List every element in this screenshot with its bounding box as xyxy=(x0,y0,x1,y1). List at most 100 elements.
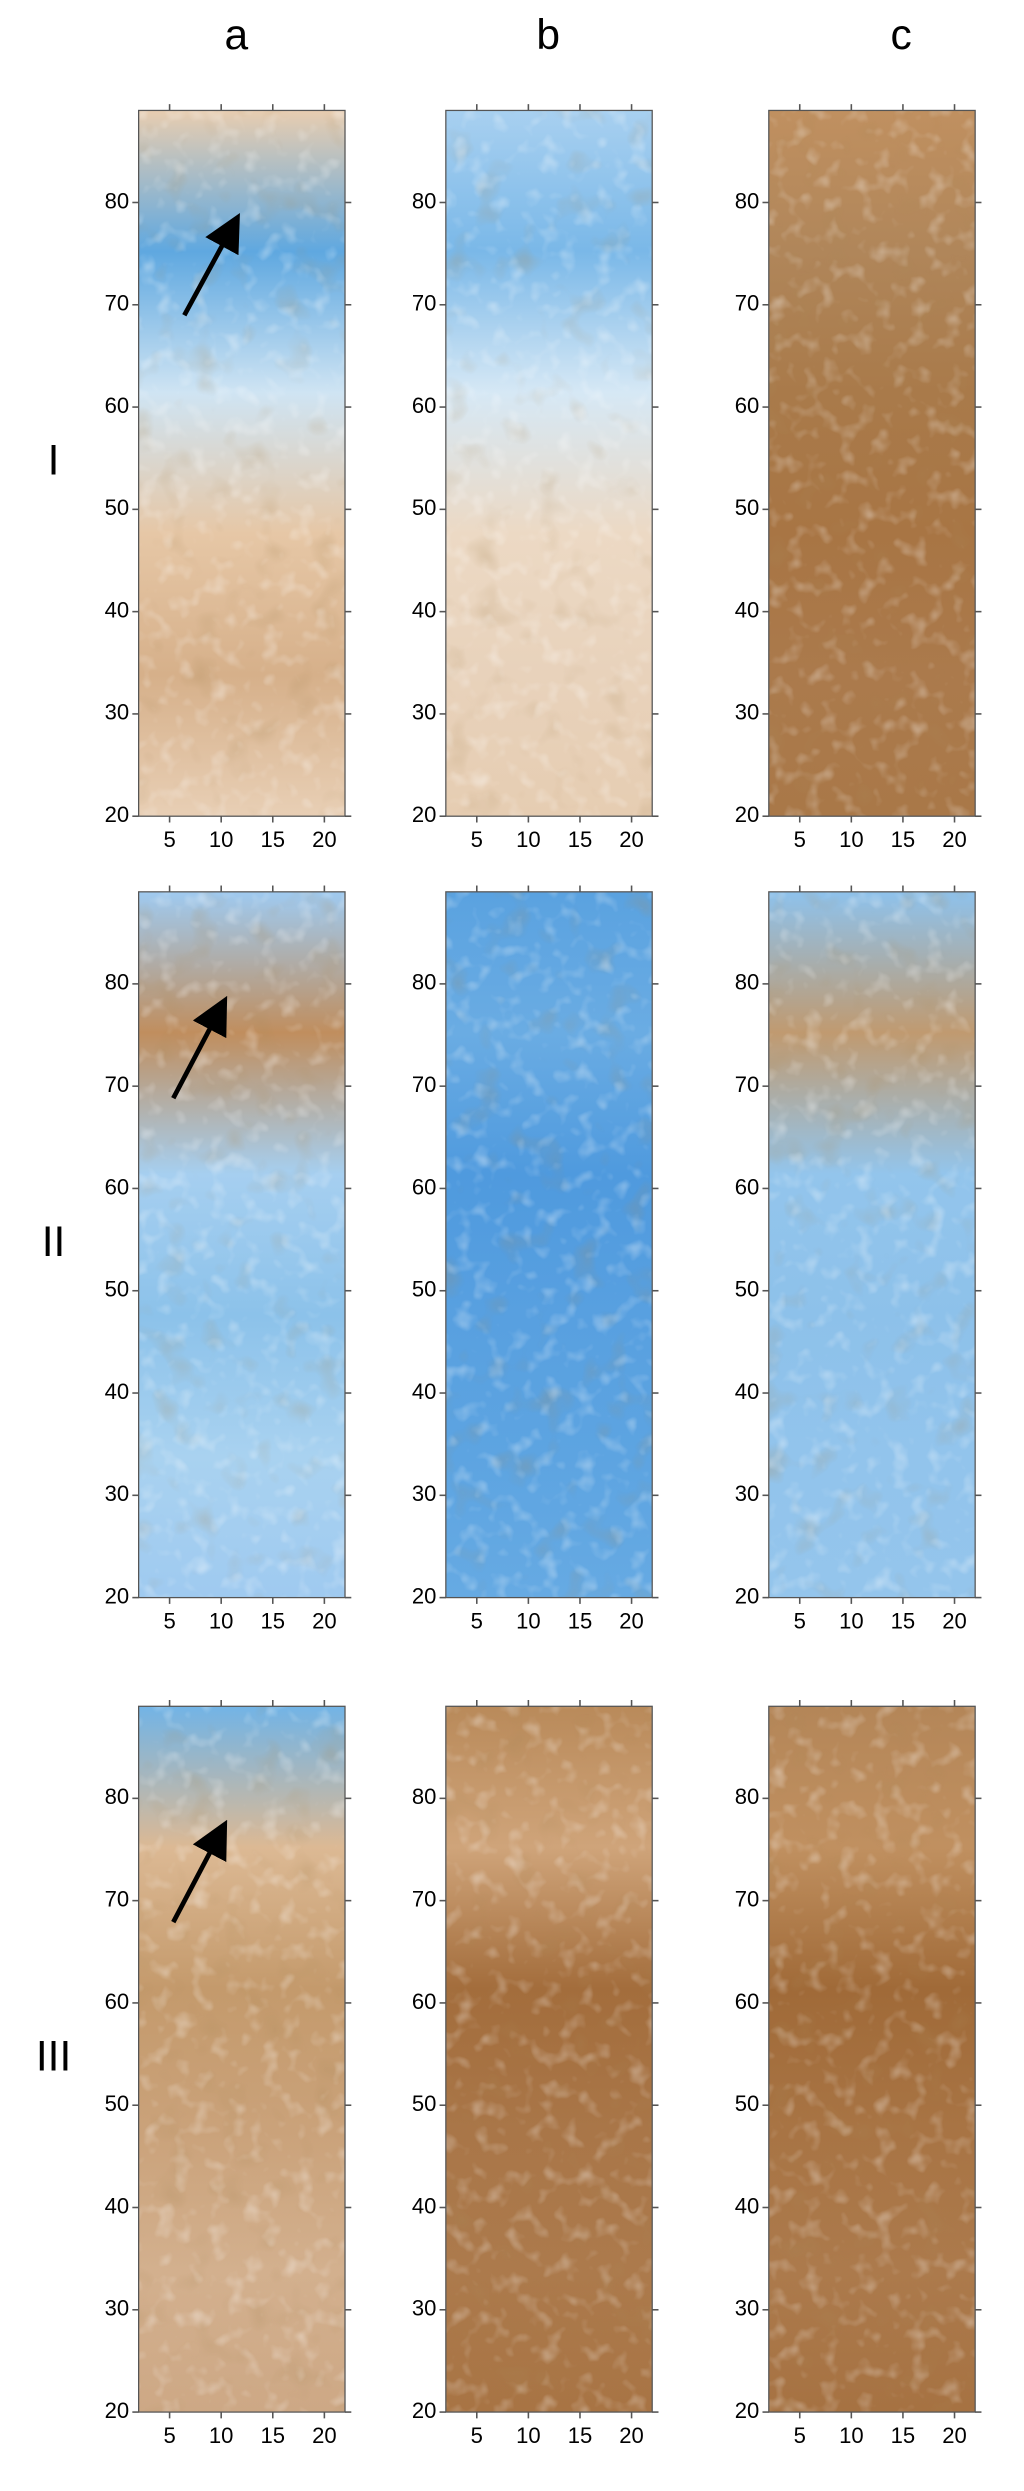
y-tick-label: 60 xyxy=(735,393,760,418)
y-tick-label: 40 xyxy=(735,2193,760,2218)
y-tick-label: 60 xyxy=(412,393,437,418)
heatmap-texture xyxy=(138,891,346,1598)
x-tick-label: 5 xyxy=(163,1609,175,1634)
y-tick-label: 50 xyxy=(735,1277,760,1302)
y-tick-label: 70 xyxy=(735,1072,760,1097)
heatmap-texture xyxy=(768,110,976,817)
panel: 20 30 40 50 60 70 80 5 10 15 20 xyxy=(735,885,982,1634)
y-tick-label: 30 xyxy=(412,1481,437,1506)
x-tick-label: 20 xyxy=(619,827,644,852)
y-tick-label: 40 xyxy=(412,2193,437,2218)
heatmap-texture xyxy=(445,891,653,1598)
y-tick-label: 20 xyxy=(412,1583,437,1608)
y-tick-label: 80 xyxy=(412,1784,437,1809)
y-tick-label: 50 xyxy=(735,2091,760,2116)
panel: 20 30 40 50 60 70 80 5 10 15 20 xyxy=(412,1699,659,2448)
x-tick-label: 10 xyxy=(209,1609,234,1634)
y-tick-label: 80 xyxy=(735,1784,760,1809)
row-label: III xyxy=(36,2032,71,2080)
heatmap-texture xyxy=(768,891,976,1598)
heatmap-texture xyxy=(445,1706,653,2413)
x-tick-label: 20 xyxy=(619,2423,644,2448)
panels: 20 30 40 50 60 70 80 5 10 15 20 20 30 40 50 60 70 80 5 10 15… xyxy=(105,104,982,2448)
y-tick-label: 50 xyxy=(105,1277,130,1302)
y-tick-label: 70 xyxy=(735,1886,760,1911)
x-tick-label: 20 xyxy=(942,1609,967,1634)
y-tick-label: 40 xyxy=(105,1379,130,1404)
x-tick-label: 5 xyxy=(471,2423,483,2448)
y-tick-label: 50 xyxy=(105,495,130,520)
x-tick-label: 10 xyxy=(839,827,864,852)
x-tick-label: 15 xyxy=(568,1609,593,1634)
x-tick-label: 5 xyxy=(794,2423,806,2448)
x-tick-label: 5 xyxy=(163,827,175,852)
x-tick-label: 15 xyxy=(891,2423,916,2448)
x-tick-label: 5 xyxy=(471,827,483,852)
x-tick-label: 5 xyxy=(794,827,806,852)
heatmap-texture xyxy=(445,110,653,817)
y-tick-label: 50 xyxy=(412,2091,437,2116)
panel: 20 30 40 50 60 70 80 5 10 15 20 xyxy=(735,1699,982,2448)
y-tick-label: 20 xyxy=(412,802,437,827)
arrow xyxy=(171,995,228,1100)
column-label: a xyxy=(224,11,248,59)
y-tick-label: 50 xyxy=(412,495,437,520)
x-tick-label: 10 xyxy=(209,2423,234,2448)
y-tick-label: 80 xyxy=(735,188,760,213)
x-tick-label: 15 xyxy=(261,2423,286,2448)
y-tick-label: 30 xyxy=(105,700,130,725)
y-tick-label: 20 xyxy=(735,2398,760,2423)
y-tick-label: 30 xyxy=(105,1481,130,1506)
y-tick-label: 80 xyxy=(105,188,130,213)
annotations xyxy=(171,212,240,1924)
y-tick-label: 30 xyxy=(735,2296,760,2321)
y-tick-label: 20 xyxy=(105,802,130,827)
heatmap-texture xyxy=(138,110,346,817)
y-tick-label: 30 xyxy=(105,2296,130,2321)
x-tick-label: 10 xyxy=(209,827,234,852)
x-tick-label: 10 xyxy=(516,827,541,852)
arrow xyxy=(182,212,240,317)
y-tick-label: 70 xyxy=(412,1886,437,1911)
y-tick-label: 60 xyxy=(105,1989,130,2014)
x-tick-label: 10 xyxy=(516,1609,541,1634)
y-tick-label: 80 xyxy=(412,188,437,213)
panel: 20 30 40 50 60 70 80 5 10 15 20 xyxy=(412,104,659,852)
y-tick-label: 20 xyxy=(412,2398,437,2423)
y-tick-label: 60 xyxy=(105,1174,130,1199)
y-tick-label: 80 xyxy=(412,970,437,995)
panel: 20 30 40 50 60 70 80 5 10 15 20 xyxy=(105,1699,352,2448)
panel-frame xyxy=(768,109,976,817)
y-tick-label: 40 xyxy=(735,1379,760,1404)
y-tick-label: 70 xyxy=(105,291,130,316)
y-tick-label: 40 xyxy=(412,597,437,622)
y-tick-label: 20 xyxy=(105,1583,130,1608)
y-tick-label: 70 xyxy=(105,1072,130,1097)
x-tick-label: 15 xyxy=(568,827,593,852)
x-tick-label: 10 xyxy=(516,2423,541,2448)
heatmap-texture xyxy=(138,1706,346,2413)
y-tick-label: 50 xyxy=(412,1277,437,1302)
y-tick-label: 20 xyxy=(105,2398,130,2423)
panel-frame xyxy=(768,1705,976,2413)
panel-frame xyxy=(768,891,976,1599)
x-tick-label: 15 xyxy=(891,1609,916,1634)
y-tick-label: 60 xyxy=(412,1174,437,1199)
x-tick-label: 15 xyxy=(261,827,286,852)
y-tick-label: 80 xyxy=(735,970,760,995)
heatmap-texture xyxy=(768,1706,976,2413)
row-label: I xyxy=(48,437,60,485)
y-tick-label: 70 xyxy=(412,291,437,316)
x-tick-label: 20 xyxy=(312,827,337,852)
y-tick-label: 70 xyxy=(105,1886,130,1911)
y-tick-label: 30 xyxy=(735,700,760,725)
y-tick-label: 50 xyxy=(735,495,760,520)
panel-frame xyxy=(138,109,346,817)
x-tick-label: 20 xyxy=(312,2423,337,2448)
y-tick-label: 60 xyxy=(735,1989,760,2014)
y-tick-label: 60 xyxy=(412,1989,437,2014)
x-tick-label: 5 xyxy=(163,2423,175,2448)
y-tick-label: 40 xyxy=(412,1379,437,1404)
